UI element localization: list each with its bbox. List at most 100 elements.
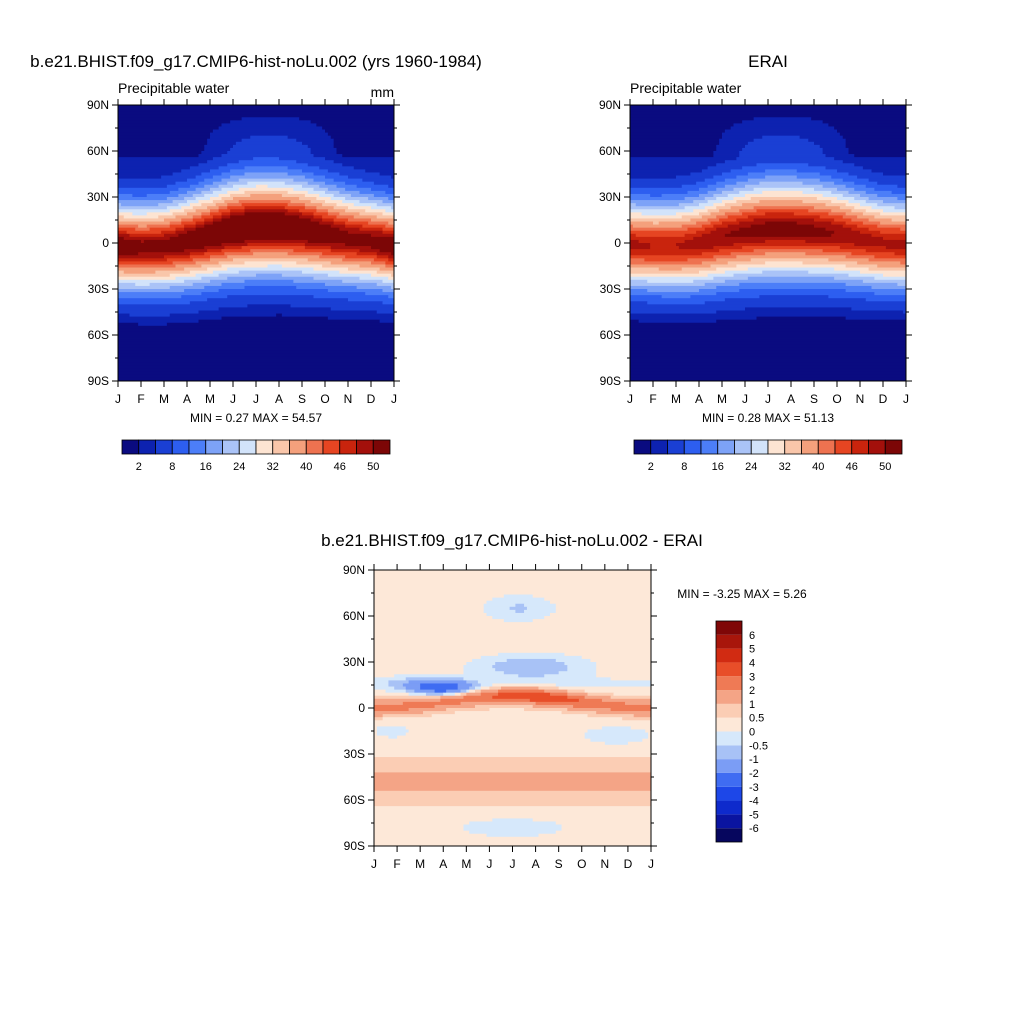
contour-cell xyxy=(212,218,222,222)
contour-cell xyxy=(883,200,907,204)
contour-cell xyxy=(322,215,337,219)
contour-cell xyxy=(342,163,395,167)
colorbar-swatch xyxy=(339,439,357,455)
contour-cell xyxy=(690,218,709,222)
contour-cell xyxy=(198,200,214,204)
contour-cell xyxy=(630,295,663,299)
contour-cell xyxy=(118,197,168,201)
contour-cell xyxy=(339,270,378,275)
colorbar-swatch xyxy=(717,439,735,455)
contour-cell xyxy=(630,273,709,278)
y-tick-label: 90N xyxy=(343,563,365,577)
contour-cell xyxy=(374,631,652,635)
contour-cell xyxy=(385,689,407,694)
contour-cell xyxy=(747,172,821,176)
contour-cell xyxy=(842,224,858,229)
contour-cell xyxy=(118,249,185,253)
contour-cell xyxy=(661,295,691,299)
contour-cell xyxy=(765,261,803,265)
contour-cell xyxy=(345,209,366,213)
contour-cell xyxy=(374,793,652,798)
contour-cell xyxy=(474,686,482,690)
contour-cell xyxy=(463,824,562,828)
contour-cell xyxy=(118,157,214,161)
contour-cell xyxy=(374,812,652,816)
contour-cell xyxy=(865,298,907,302)
contour-cell xyxy=(374,628,652,632)
contour-cell xyxy=(492,695,568,700)
contour-cell xyxy=(857,261,901,265)
colorbar-label: -5 xyxy=(749,809,759,821)
contour-cell xyxy=(342,154,395,158)
contour-cell xyxy=(227,203,243,207)
contour-cell xyxy=(851,209,867,213)
contour-cell xyxy=(267,184,303,189)
y-tick-label: 30S xyxy=(600,282,621,296)
contour-cell xyxy=(327,212,340,216)
contour-cell xyxy=(339,172,381,176)
contour-cell xyxy=(195,273,220,278)
contour-cell xyxy=(374,585,652,589)
contour-cell xyxy=(724,212,743,216)
contour-cell xyxy=(596,665,652,669)
contour-cell xyxy=(175,215,194,219)
contour-cell xyxy=(244,209,289,213)
contour-cell xyxy=(642,738,652,743)
contour-cell xyxy=(247,243,306,247)
contour-cell xyxy=(466,662,496,666)
contour-cell xyxy=(371,187,395,192)
contour-cell xyxy=(630,292,717,296)
contour-cell xyxy=(587,714,635,718)
contour-cell xyxy=(647,289,700,293)
contour-cell xyxy=(348,218,372,222)
contour-cell xyxy=(345,243,395,247)
contour-cell xyxy=(327,273,372,278)
contour-cell xyxy=(463,695,493,700)
contour-cell xyxy=(310,147,337,152)
contour-cell xyxy=(135,227,151,232)
contour-cell xyxy=(630,151,714,155)
contour-cell xyxy=(719,138,755,143)
contour-cell xyxy=(877,224,907,229)
contour-cell xyxy=(118,178,188,183)
contour-cell xyxy=(374,723,652,727)
contour-cell xyxy=(719,218,737,222)
contour-cell xyxy=(118,135,211,140)
contour-cell xyxy=(819,172,849,176)
contour-cell xyxy=(313,276,360,281)
contour-cell xyxy=(724,279,864,284)
contour-cell xyxy=(845,316,907,321)
contour-cell xyxy=(281,273,329,278)
contour-cell xyxy=(207,298,349,302)
colorbar-swatch xyxy=(734,439,752,455)
contour-cell xyxy=(814,224,844,229)
contour-cell xyxy=(834,126,907,130)
contour-cell xyxy=(630,221,654,225)
contour-cell xyxy=(446,689,461,694)
colorbar-label: 40 xyxy=(812,461,824,473)
contour-cell xyxy=(279,157,326,161)
contour-cell xyxy=(564,662,597,666)
contour-cell xyxy=(874,292,907,296)
contour-cell xyxy=(819,144,847,149)
contour-cell xyxy=(227,295,314,299)
contour-cell xyxy=(146,212,174,216)
contour-cell xyxy=(118,377,395,382)
colorbar-label: 24 xyxy=(233,461,245,473)
contour-cell xyxy=(630,154,714,158)
contour-cell xyxy=(486,600,551,605)
contour-cell xyxy=(374,671,464,675)
contour-cell xyxy=(724,233,832,238)
contour-cell xyxy=(733,197,752,201)
contour-cell xyxy=(635,203,680,207)
contour-cell xyxy=(385,264,395,268)
contour-cell xyxy=(831,221,847,225)
contour-cell xyxy=(630,123,734,127)
contour-cell xyxy=(736,181,760,186)
contour-cell xyxy=(118,282,136,287)
contour-cell xyxy=(558,686,652,690)
contour-cell xyxy=(118,331,395,336)
contour-cell xyxy=(759,181,803,186)
contour-cell xyxy=(581,655,652,660)
contour-cell xyxy=(302,184,320,189)
